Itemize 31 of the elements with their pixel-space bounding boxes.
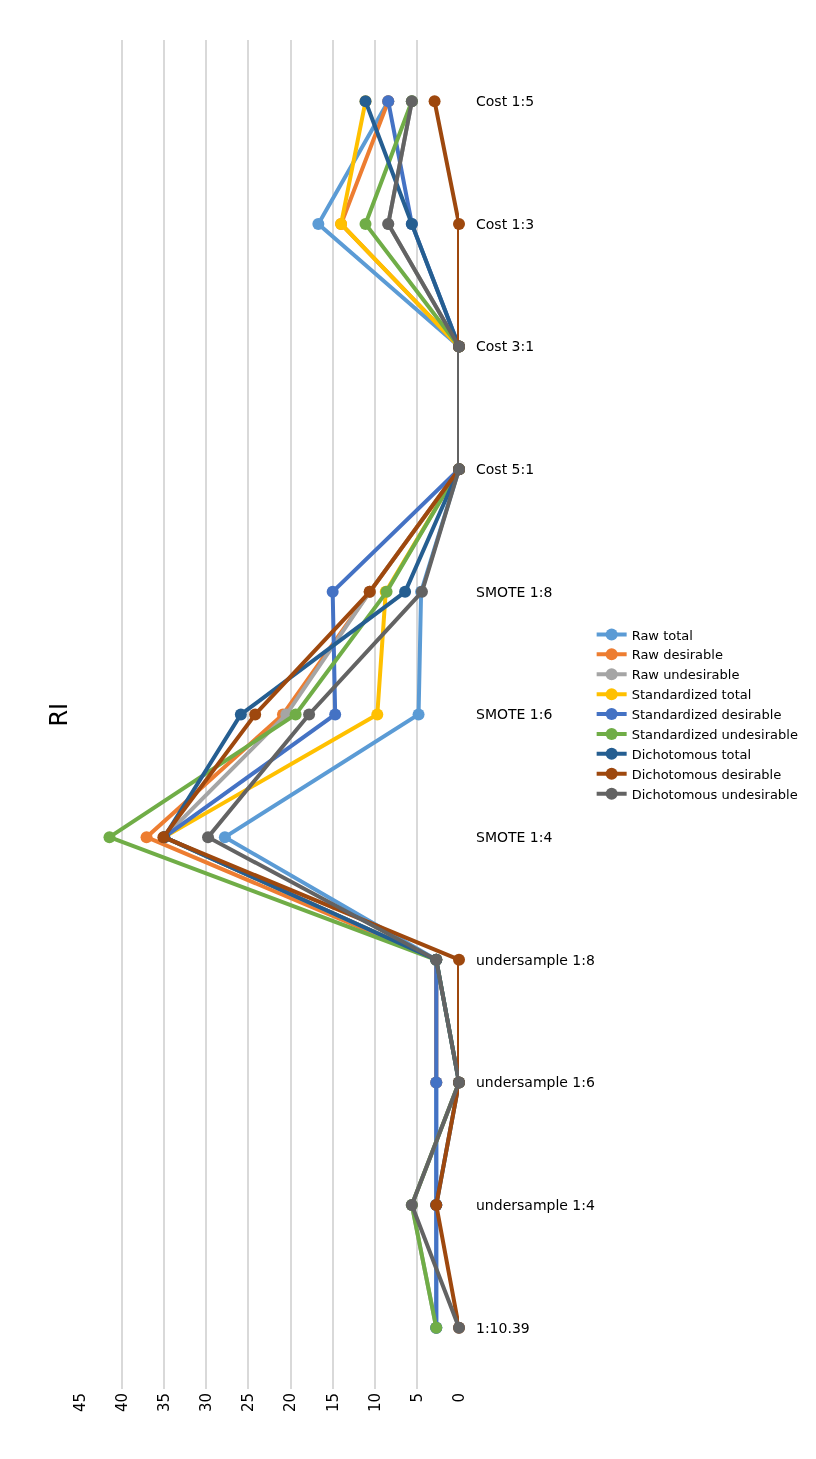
- x-tick-label: 25: [239, 1393, 258, 1413]
- x-tick-label: 10: [365, 1393, 384, 1413]
- x-tick-label: 45: [70, 1393, 89, 1413]
- legend-label: Raw total: [631, 627, 693, 643]
- x-tick-label: 5: [407, 1393, 426, 1403]
- legend-label: Standardized total: [631, 687, 752, 703]
- y-tick-label: 1:10.39: [476, 1319, 530, 1336]
- x-tick-label: 30: [197, 1393, 216, 1413]
- legend-label: Dichotomous undesirable: [631, 786, 798, 802]
- y-tick-label: undersample 1:8: [476, 951, 595, 968]
- y-tick-label: Cost 5:1: [476, 461, 535, 478]
- x-tick-label: 20: [281, 1393, 300, 1413]
- legend-label: Raw desirable: [631, 647, 723, 663]
- y-tick-label: Cost 3:1: [476, 338, 535, 355]
- y-tick-label: undersample 1:6: [476, 1074, 595, 1091]
- x-tick-label: 15: [323, 1393, 342, 1413]
- y-tick-label: undersample 1:4: [476, 1196, 595, 1213]
- legend-label: Dichotomous desirable: [631, 766, 782, 782]
- y-tick-label: Cost 1:3: [476, 215, 535, 232]
- legend-label: Standardized undesirable: [631, 727, 798, 743]
- x-tick-label: 0: [449, 1393, 468, 1403]
- text: RI: [44, 702, 73, 727]
- y-tick-label: SMOTE 1:8: [476, 583, 553, 600]
- x-tick-label: 40: [112, 1393, 131, 1413]
- y-tick-label: SMOTE 1:6: [476, 706, 553, 723]
- x-tick-label: 35: [155, 1393, 174, 1413]
- legend-label: Dichotomous total: [631, 746, 752, 762]
- legend-label: Raw undesirable: [631, 667, 740, 683]
- y-tick-label: SMOTE 1:4: [476, 829, 553, 846]
- y-tick-label: Cost 1:5: [476, 93, 535, 110]
- legend-label: Standardized desirable: [631, 707, 782, 723]
